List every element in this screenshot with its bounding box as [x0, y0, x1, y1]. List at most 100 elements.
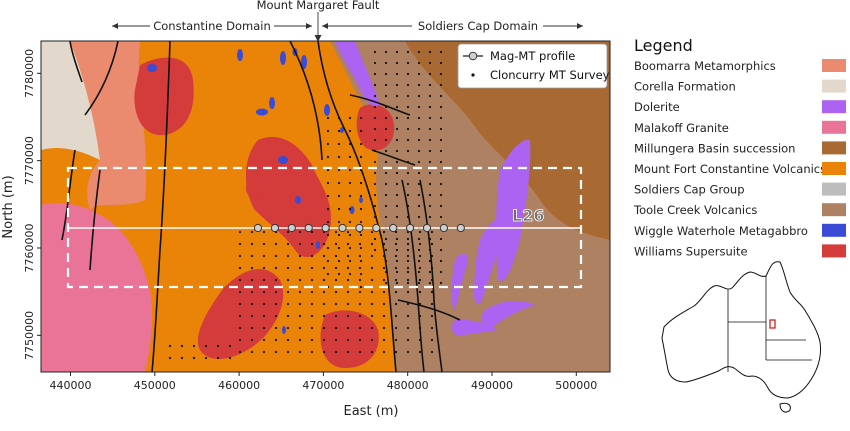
survey-station-dot [428, 259, 432, 263]
survey-station-dot [406, 94, 410, 98]
survey-station-dot [262, 326, 266, 330]
survey-station-dot [428, 83, 432, 87]
survey-station-dot [373, 149, 377, 153]
survey-station-dot [406, 127, 410, 131]
survey-station-dot [417, 83, 421, 87]
survey-station-dot [337, 194, 341, 198]
legend-swatch [822, 203, 846, 217]
survey-station-dot [310, 278, 314, 282]
survey-station-dot [382, 278, 386, 282]
survey-station-dot [298, 278, 302, 282]
survey-station-dot [274, 302, 278, 306]
survey-station-dot [346, 266, 350, 270]
survey-station-dot [428, 94, 432, 98]
survey-station-dot [406, 182, 410, 186]
survey-station-dot [373, 50, 377, 54]
survey-station-dot [430, 290, 434, 294]
survey-station-dot [406, 270, 410, 274]
survey-station-dot [428, 270, 432, 274]
survey-station-dot [384, 248, 388, 252]
survey-station-dot [228, 344, 232, 348]
survey-station-dot [384, 50, 388, 54]
survey-station-dot [417, 193, 421, 197]
survey-station-dot [334, 302, 338, 306]
survey-station-dot [238, 350, 242, 354]
survey-station-dot [346, 302, 350, 306]
survey-station-dot [250, 242, 254, 246]
survey-station-dot [370, 230, 374, 234]
survey-station-dot [417, 61, 421, 65]
survey-station-dot [204, 344, 208, 348]
survey-station-dot [298, 266, 302, 270]
survey-station-dot [346, 338, 350, 342]
survey-station-dot [373, 248, 377, 252]
survey-station-dot [250, 314, 254, 318]
survey-station-dot [337, 207, 341, 211]
survey-station-dot [430, 350, 434, 354]
survey-station-dot [322, 326, 326, 330]
survey-station-dot [384, 116, 388, 120]
inset-legend-profile: Mag-MT profile [490, 49, 575, 63]
unit-boomarra-metamorphics [70, 41, 147, 210]
survey-station-dot [428, 182, 432, 186]
inset-legend-survey: Cloncurry MT Survey [490, 68, 610, 82]
survey-station-dot [250, 350, 254, 354]
survey-station-dot [417, 127, 421, 131]
x-tick-label: 490000 [471, 379, 513, 392]
survey-station-dot [348, 116, 352, 120]
survey-station-dot [382, 338, 386, 342]
survey-station-dot [373, 171, 377, 175]
survey-station-dot [382, 290, 386, 294]
survey-station-dot [428, 61, 432, 65]
survey-station-dot [394, 314, 398, 318]
survey-station-dot [359, 272, 363, 276]
survey-station-dot [310, 290, 314, 294]
survey-station-dot [428, 50, 432, 54]
survey-station-dot [418, 242, 422, 246]
survey-station-dot [310, 266, 314, 270]
survey-station-dot [373, 94, 377, 98]
survey-station-dot [216, 344, 220, 348]
survey-station-dot [334, 278, 338, 282]
survey-station-dot [395, 160, 399, 164]
survey-station-dot [322, 314, 326, 318]
survey-marker-icon [471, 73, 475, 77]
survey-station-dot [238, 326, 242, 330]
x-tick-label: 460000 [218, 379, 260, 392]
survey-station-dot [370, 326, 374, 330]
survey-station-dot [298, 230, 302, 234]
survey-station-dot [428, 281, 432, 285]
profile-station [372, 223, 381, 233]
survey-station-dot [337, 259, 341, 263]
survey-station-dot [326, 272, 330, 276]
survey-station-dot [439, 105, 443, 109]
survey-station-dot [430, 338, 434, 342]
survey-station-dot [337, 181, 341, 185]
survey-station-dot [322, 290, 326, 294]
survey-station-dot [406, 72, 410, 76]
survey-station-dot [439, 182, 443, 186]
survey-station-dot [417, 259, 421, 263]
x-tick-label: 440000 [50, 379, 92, 392]
survey-station-dot [370, 290, 374, 294]
survey-station-dot [359, 181, 363, 185]
survey-station-dot [238, 254, 242, 258]
survey-station-dot [417, 248, 421, 252]
survey-station-dot [348, 272, 352, 276]
survey-station-dot [348, 259, 352, 263]
survey-station-dot [439, 61, 443, 65]
survey-station-dot [406, 105, 410, 109]
survey-station-dot [370, 314, 374, 318]
survey-station-dot [395, 248, 399, 252]
survey-station-dot [250, 230, 254, 234]
survey-station-dot [322, 350, 326, 354]
survey-station-dot [334, 338, 338, 342]
survey-station-dot [439, 50, 443, 54]
legend-swatch [822, 59, 846, 72]
profile-label: L26 [512, 206, 544, 225]
australia-locator-map [661, 261, 821, 413]
survey-station-dot [359, 155, 363, 159]
survey-station-dot [406, 350, 410, 354]
survey-station-dot [358, 254, 362, 258]
y-tick-label: 7770000 [23, 136, 36, 185]
